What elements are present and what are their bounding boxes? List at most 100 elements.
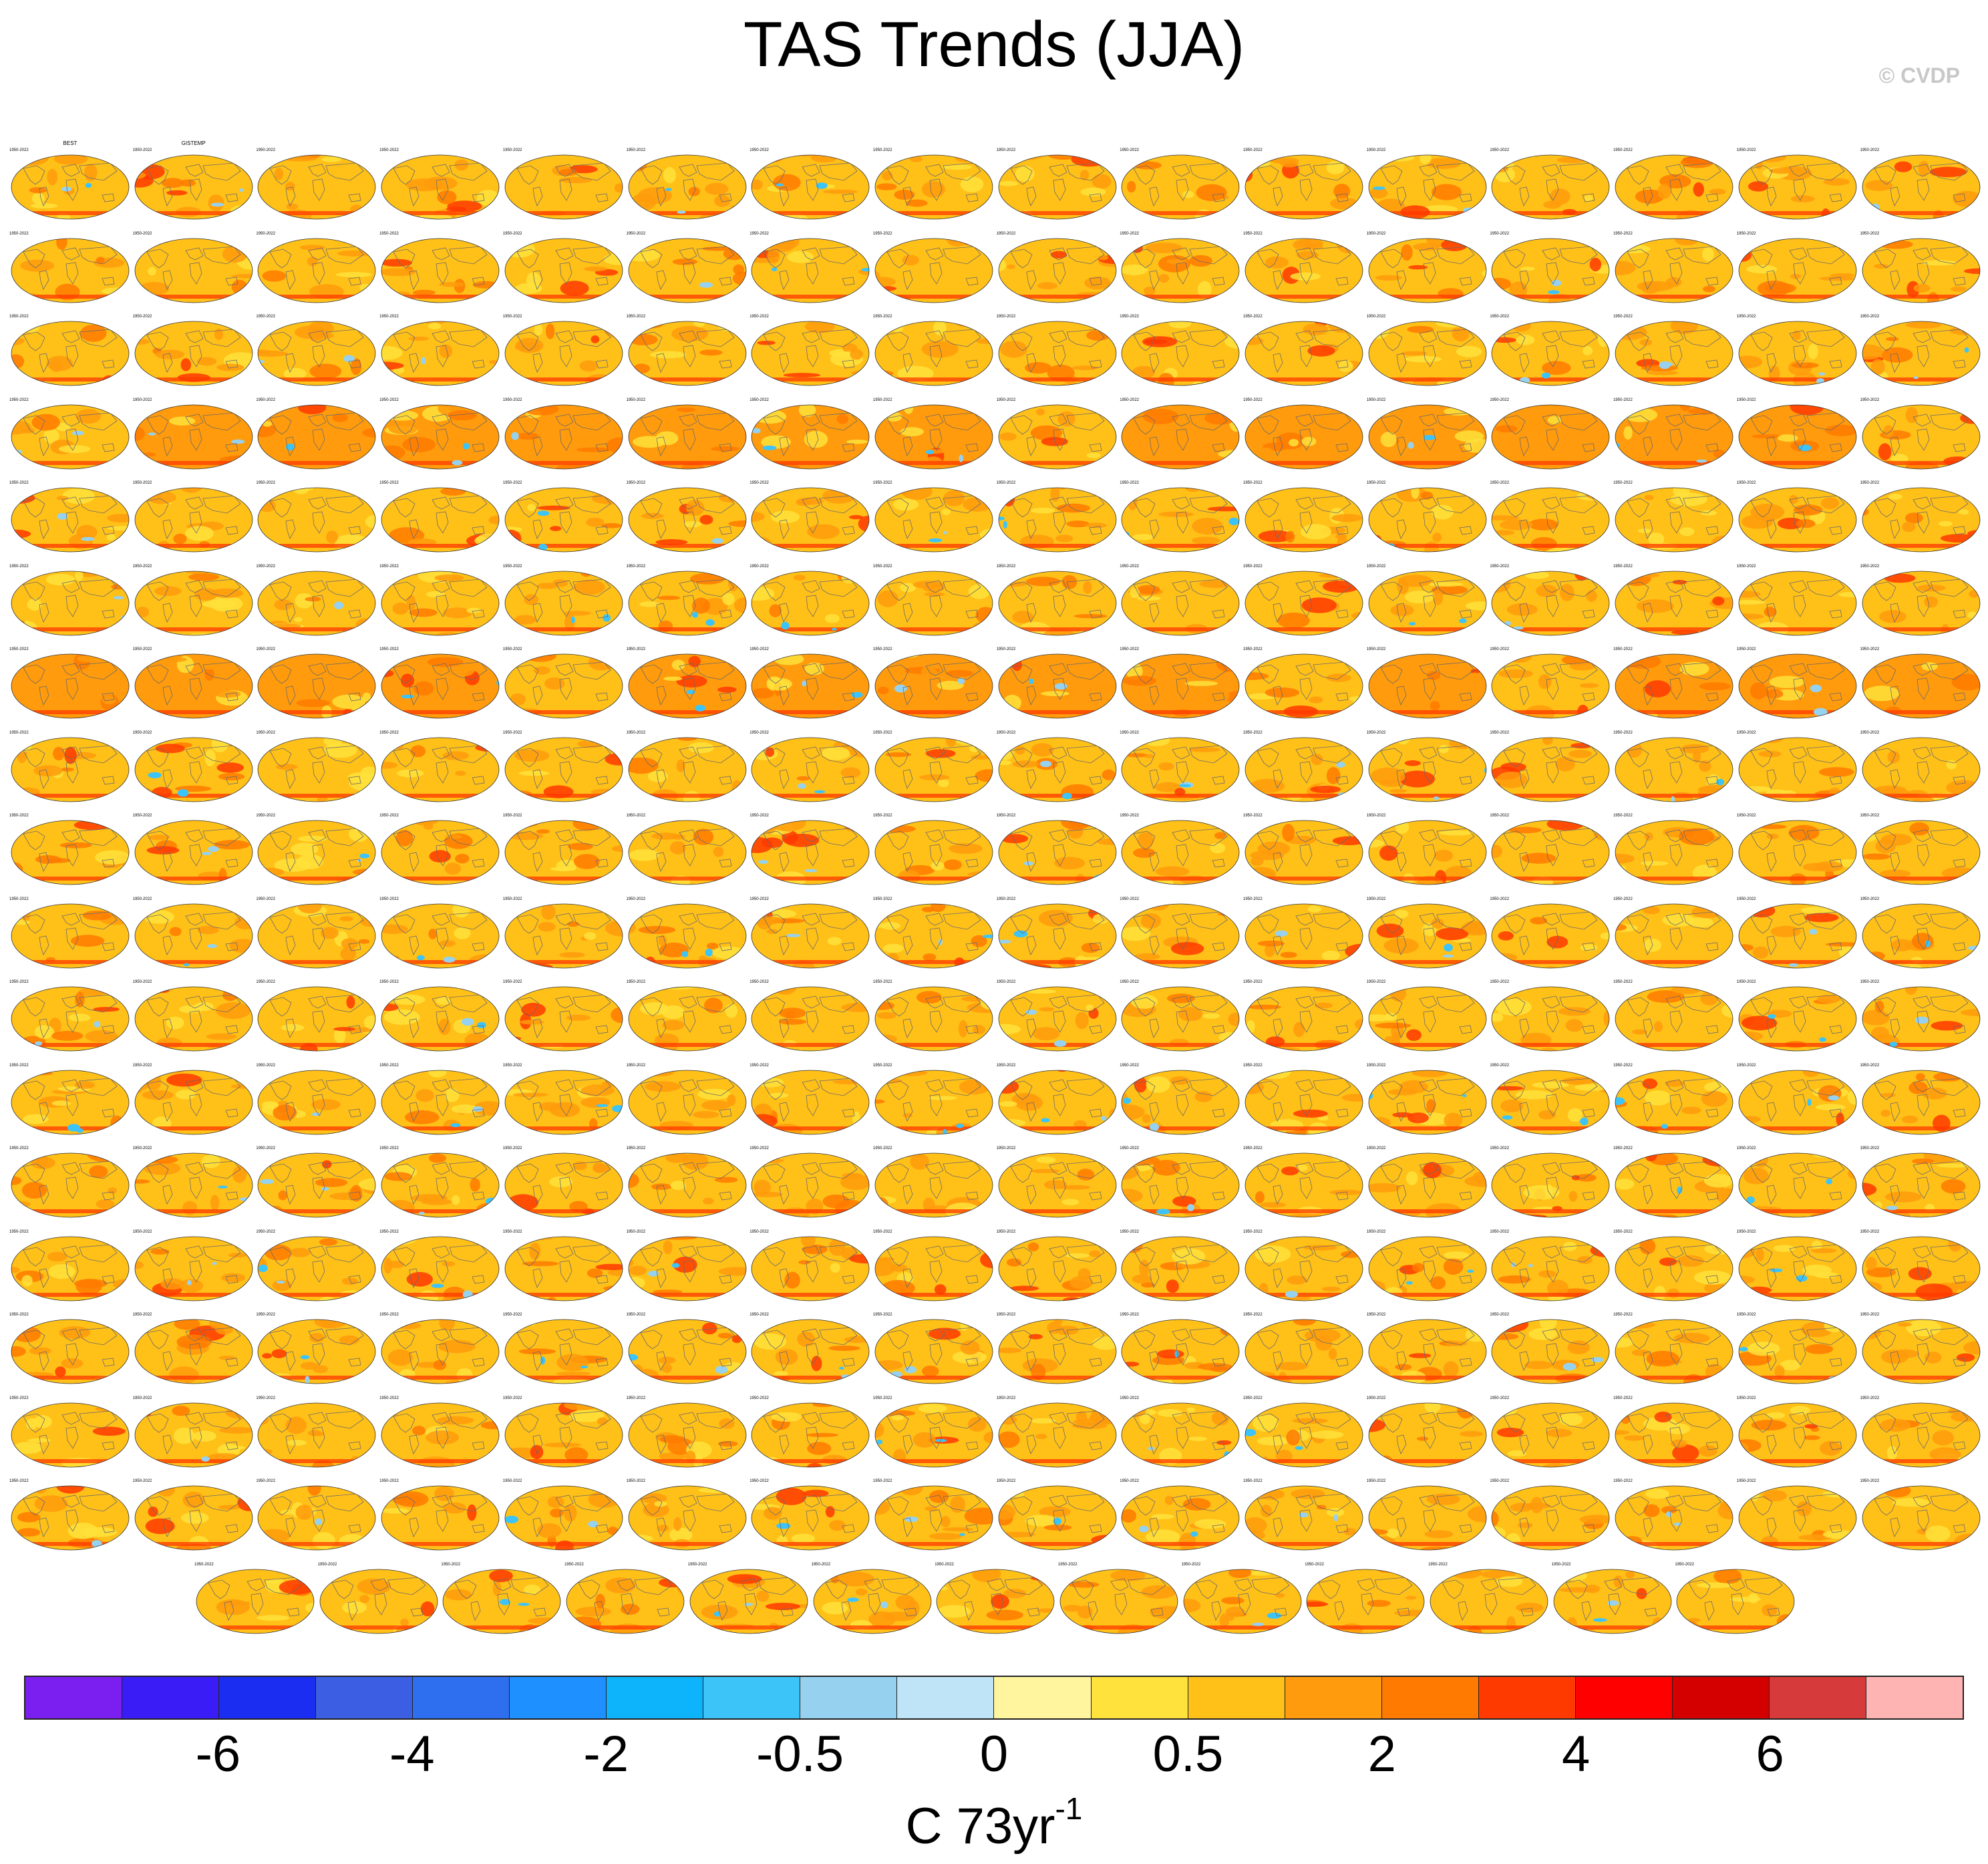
panel-period: 1950-2022 — [1490, 647, 1510, 651]
trend-map — [504, 653, 623, 719]
trend-map-panel: 1950-2022 — [935, 1555, 1056, 1636]
trend-map — [751, 404, 870, 469]
trend-map — [751, 238, 870, 303]
trend-map-panel: 1950-2022 — [503, 1471, 625, 1553]
trend-map — [504, 820, 623, 885]
trend-map-panel: 1950-2022 — [1860, 473, 1982, 555]
trend-map-panel: 1950-2022 — [9, 889, 131, 971]
trend-map — [998, 653, 1116, 719]
panel-period: 1950-2022 — [626, 564, 646, 569]
trend-map — [11, 653, 130, 719]
trend-map — [1491, 1402, 1610, 1467]
panel-period: 1950-2022 — [1243, 814, 1263, 818]
trend-map-panel: 1950-2022 — [133, 1056, 255, 1137]
trend-map — [1738, 404, 1857, 469]
colorbar-segment — [1381, 1677, 1479, 1718]
panel-period: 1950-2022 — [1736, 398, 1756, 402]
panel-period: 1950-2022 — [256, 148, 276, 152]
trend-map-panel: 1950-2022 — [750, 723, 871, 804]
panel-period: 1950-2022 — [1613, 814, 1633, 818]
trend-map — [11, 1236, 130, 1301]
trend-map — [874, 1319, 993, 1384]
trend-map-panel: 1950-2022 — [997, 806, 1118, 887]
trend-map — [1862, 820, 1980, 885]
trend-map — [998, 737, 1116, 802]
colorbar-segment — [800, 1677, 898, 1718]
panel-period: 1950-2022 — [1613, 647, 1633, 651]
trend-map-panel: 1950-2022 — [750, 889, 871, 971]
trend-map-panel: 1950-2022 — [1737, 723, 1858, 804]
trend-map-panel: 1950-2022 — [1860, 1471, 1982, 1553]
panel-period: 1950-2022 — [1243, 980, 1263, 984]
panel-period: 1950-2022 — [872, 1313, 892, 1317]
panel-period: 1950-2022 — [1736, 980, 1756, 984]
trend-map — [134, 1152, 253, 1218]
trend-map — [1491, 487, 1610, 553]
panel-period: 1950-2022 — [132, 814, 152, 818]
panel-period: 1950-2022 — [750, 1396, 769, 1400]
panel-period: 1950-2022 — [996, 1479, 1016, 1483]
trend-map-panel: 1950-2022 — [503, 224, 625, 305]
trend-map-panel: 1950-2022 — [256, 1222, 377, 1303]
trend-map-panel: BEST 1950-2022 — [9, 140, 131, 222]
panel-period: 1950-2022 — [502, 814, 522, 818]
trend-map-panel: 1950-2022 — [379, 140, 501, 222]
panel-period: 1950-2022 — [1613, 1063, 1633, 1068]
trend-map-panel: 1950-2022 — [1120, 889, 1241, 971]
panel-period: 1950-2022 — [1860, 148, 1880, 152]
trend-map — [1862, 1402, 1980, 1467]
trend-map-panel: 1950-2022 — [1860, 806, 1982, 887]
panel-period: 1950-2022 — [626, 1396, 646, 1400]
trend-map-panel: 1950-2022 — [503, 972, 625, 1054]
trend-map — [504, 1319, 623, 1384]
trend-map-panel: 1950-2022 — [1737, 1056, 1858, 1137]
trend-map-panel: 1950-2022 — [379, 1388, 501, 1470]
trend-map — [134, 986, 253, 1052]
trend-map — [504, 1070, 623, 1134]
trend-map — [566, 1569, 685, 1634]
trend-map — [1738, 903, 1857, 968]
trend-map — [1121, 487, 1240, 553]
trend-map — [257, 487, 376, 553]
trend-map — [1738, 487, 1857, 553]
trend-map-panel: 1950-2022 — [1490, 889, 1611, 971]
trend-map — [381, 1152, 500, 1218]
trend-map-panel: 1950-2022 — [1860, 140, 1982, 222]
colorbar-tick-label: 0 — [979, 1726, 1009, 1782]
trend-map-panel: 1950-2022 — [133, 1305, 255, 1386]
trend-map-panel: 1950-2022 — [1120, 473, 1241, 555]
trend-map-panel: 1950-2022 — [1860, 639, 1982, 721]
colorbar-segment — [122, 1677, 220, 1718]
trend-map-panel: 1950-2022 — [997, 473, 1118, 555]
trend-map — [381, 1485, 500, 1551]
panel-period: 1950-2022 — [626, 148, 646, 152]
trend-map-panel: 1950-2022 — [997, 972, 1118, 1054]
trend-map-panel: 1950-2022 — [873, 639, 995, 721]
trend-map-panel: 1950-2022 — [1120, 140, 1241, 222]
trend-map-panel: 1950-2022 — [1613, 1471, 1735, 1553]
trend-map-panel: 1950-2022 — [873, 307, 995, 388]
trend-map-panel: 1950-2022 — [997, 1056, 1118, 1137]
trend-map-panel: 1950-2022 — [1243, 140, 1365, 222]
trend-map-panel: 1950-2022 — [133, 1138, 255, 1220]
panel-period: 1950-2022 — [1366, 564, 1386, 569]
trend-map — [1491, 238, 1610, 303]
panel-period: 1950-2022 — [256, 564, 276, 569]
trend-map-panel: 1950-2022 — [9, 1222, 131, 1303]
trend-map — [1306, 1569, 1425, 1634]
trend-map-panel: 1950-2022 — [627, 307, 748, 388]
trend-map-panel: 1950-2022 — [1058, 1555, 1180, 1636]
colorbar-segment — [1575, 1677, 1673, 1718]
trend-map — [1738, 154, 1857, 220]
trend-map-panel: 1950-2022 — [1120, 723, 1241, 804]
panel-period: 1950-2022 — [626, 1063, 646, 1068]
trend-map-panel: 1950-2022 — [1737, 889, 1858, 971]
panel-period: 1950-2022 — [1120, 1396, 1139, 1400]
panel-period: 1950-2022 — [502, 1063, 522, 1068]
trend-map-panel: 1950-2022 — [627, 140, 748, 222]
panel-period: 1950-2022 — [1305, 1562, 1324, 1567]
trend-map — [874, 154, 993, 220]
trend-map — [381, 321, 500, 386]
panel-period: 1950-2022 — [996, 481, 1016, 485]
panel-period: 1950-2022 — [256, 897, 276, 901]
